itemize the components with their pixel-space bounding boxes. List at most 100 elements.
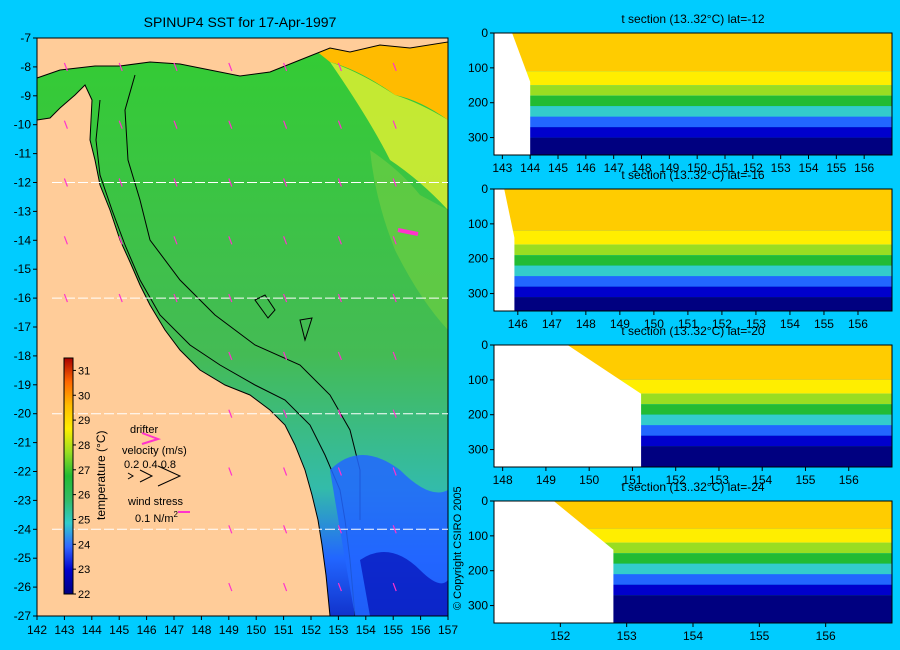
map-x-tick-label: 143 [54,623,74,637]
section-temp-band [494,414,892,426]
section-y-tick-label: 300 [468,287,488,301]
section-x-tick-label: 152 [666,473,686,487]
wind-arrow [392,467,397,476]
map-y-tick-label: -10 [14,118,32,132]
map-y-tick-label: -20 [14,407,32,421]
wind-arrow [228,582,233,592]
wind-arrow [118,62,123,72]
colorbar-tick-label: 28 [78,440,90,452]
wind-arrow [337,120,342,129]
section-x-tick-label: 146 [508,317,528,331]
section-temp-band [494,574,892,585]
section-frame [493,344,893,468]
wind-arrow [63,120,68,129]
section-y-tick-label: 200 [468,252,488,266]
map-y-tick-label: -11 [15,147,32,161]
wind-arrow [118,236,123,245]
section-x-tick-label: 147 [604,161,624,175]
section-x-tick-label: 154 [683,629,703,643]
map-y-tick-label: -23 [14,493,32,507]
colorbar-label: temperature (°C) [94,431,108,521]
section-temp-band [494,33,892,72]
wind-arrow [337,236,342,245]
wind-arrow [337,582,342,592]
wind-arrow [392,178,397,187]
section-temp-band [494,393,892,405]
map-y-tick-label: -22 [14,465,32,479]
section-x-tick-label: 147 [542,317,562,331]
green-water-east [370,150,448,330]
map-y-tick-label: -9 [20,89,31,103]
warm-water-band [330,62,448,210]
wind-arrow [228,178,233,187]
section-temp-band [494,553,892,564]
wind-arrow [392,582,397,592]
section-title: t section (13..32°C) lat=-20 [621,324,765,338]
wind-arrow [228,351,233,361]
legend-drifter: drifter [130,424,158,436]
island [58,140,72,147]
section-temp-band [494,244,892,256]
wind-arrow [283,178,288,187]
section-x-tick-label: 156 [816,629,836,643]
colorbar: 22 23 24 25 26 27 28 29 30 31 temperature (°C) [63,357,108,601]
section-panels: t section (13..32°C) lat=-12 143 144 145 146… [468,12,893,643]
section-x-tick-label: 153 [771,161,791,175]
section-temp-band [494,85,892,96]
section-x-tick-label: 149 [659,161,679,175]
section-x-tick-label: 150 [579,473,599,487]
section-x-tick-label: 150 [644,317,664,331]
colorbar-ticks: 22 23 24 25 26 27 28 29 30 31 [73,365,90,601]
wind-arrow [283,293,288,303]
section-y-tick-label: 200 [468,96,488,110]
section-x-tick-label: 153 [709,473,729,487]
land-australia [36,84,331,617]
section-title: t section (13..32°C) lat=-12 [621,12,765,26]
wind-arrow [228,409,233,418]
section-temp-band [494,127,892,138]
section-x-tick-label: 145 [548,161,568,175]
map-y-ticks: -7 -8 -9 -10 -11 -12 -13 -14 -15 -16 -17 -18 -19 -20 -… [14,31,37,623]
map-y-tick-label: -14 [14,233,32,247]
wind-arrow [63,293,68,303]
map-title: SPINUP4 SST for 17-Apr-1997 [144,14,337,30]
section-frame [493,188,893,312]
section-y-tick-label: 0 [481,338,488,352]
section-temp-band [494,137,892,155]
land-north [36,37,449,79]
map-x-tick-label: 153 [328,623,348,637]
section-land-mask [494,189,515,311]
section-y-tick-label: 100 [468,61,488,75]
section-x-tick-label: 155 [749,629,769,643]
wind-arrow [173,293,178,303]
section-x-tick-label: 154 [780,317,800,331]
section-x-tick-label: 143 [492,161,512,175]
section-x-tick-label: 154 [798,161,818,175]
colorbar-tick-label: 22 [78,589,90,601]
section-panel-latm12: t section (13..32°C) lat=-12 143 144 145 146… [468,12,893,175]
section-temp-band [494,435,892,447]
section-x-tick-label: 152 [550,629,570,643]
section-y-tick-label: 0 [481,182,488,196]
wind-arrow [337,525,342,534]
section-x-tick-label: 148 [493,473,513,487]
colorbar-scale [63,357,74,595]
colorbar-tick-label: 31 [78,365,90,377]
wind-arrow [173,120,178,129]
legend-wind-units-sup: 2 [174,510,179,519]
velocity-arrow-icons [127,465,182,487]
colorbar-tick-label: 24 [78,539,90,551]
wind-arrow [173,178,178,187]
wind-arrow [337,178,342,187]
wind-arrows [63,62,397,592]
colorbar-tick-label: 27 [78,465,90,477]
wind-arrow [392,409,397,418]
wind-arrow [173,62,178,72]
section-frame [493,32,893,156]
map-y-tick-label: -12 [14,176,32,190]
section-temp-band [494,425,892,436]
section-temp-band [494,255,892,266]
section-x-tick-label: 153 [746,317,766,331]
section-panel-latm24: t section (13..32°C) lat=-24 152 153 154 155… [468,480,893,643]
